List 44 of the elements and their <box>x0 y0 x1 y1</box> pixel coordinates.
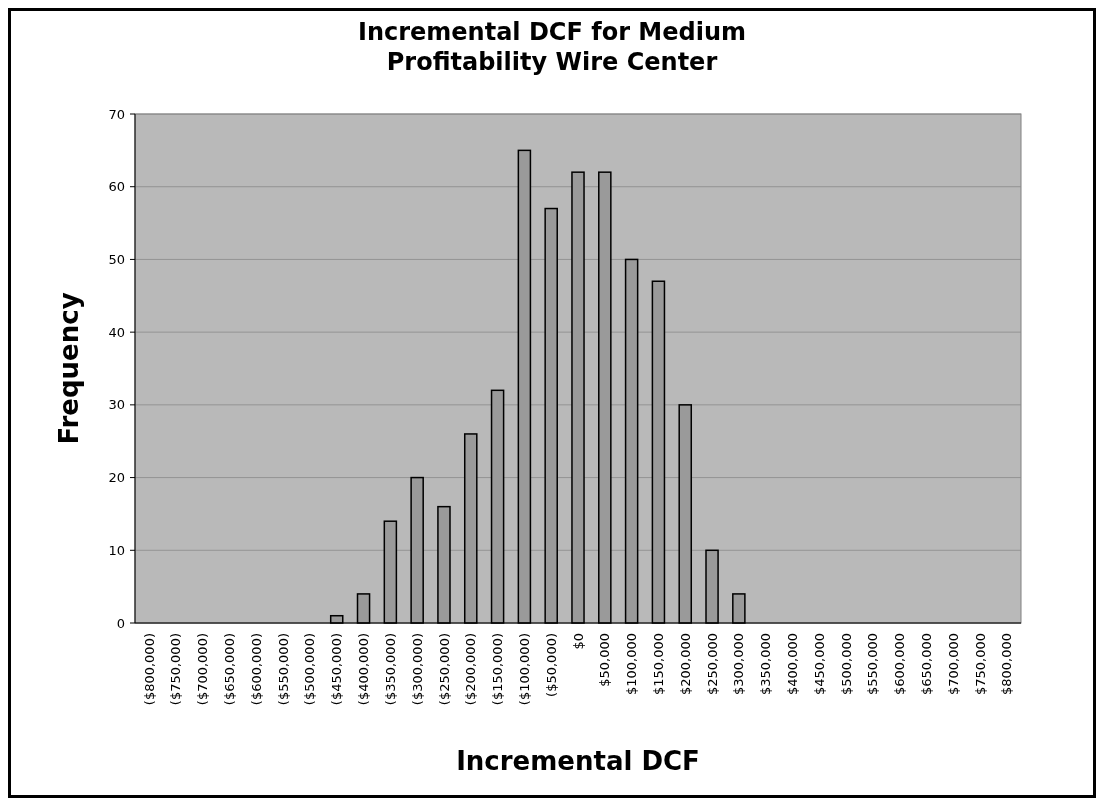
y-tick-label: 40 <box>108 324 125 340</box>
x-tick-label: ($700,000) <box>195 633 211 706</box>
y-tick-label: 30 <box>108 397 125 413</box>
x-axis-title: Incremental DCF <box>456 746 700 776</box>
x-tick-label: $500,000 <box>838 633 854 696</box>
x-tick-label: ($400,000) <box>356 633 372 706</box>
y-tick-label: 50 <box>108 251 125 267</box>
x-tick-label: $700,000 <box>945 633 961 696</box>
chart-title: Incremental DCF for Medium Profitability Wire Center <box>357 18 747 76</box>
x-tick-label: $300,000 <box>731 633 747 696</box>
x-tick-label: $650,000 <box>919 633 935 696</box>
x-tick-label: $450,000 <box>811 633 827 696</box>
y-tick-label: 10 <box>108 542 125 558</box>
x-tick-label: ($50,000) <box>543 633 559 697</box>
y-axis-title: Frequency <box>54 292 84 445</box>
y-tick-label: 0 <box>116 615 125 631</box>
x-tick-label: ($100,000) <box>516 633 532 706</box>
x-tick-label: ($250,000) <box>436 633 452 706</box>
y-tick-label: 20 <box>108 470 125 486</box>
x-tick-label: ($550,000) <box>275 633 291 706</box>
x-tick-label: ($650,000) <box>222 633 238 706</box>
y-tick-label: 70 <box>108 106 125 122</box>
x-tick-label: $200,000 <box>677 633 693 696</box>
x-tick-label: ($600,000) <box>248 633 264 706</box>
y-tick-label: 60 <box>108 179 125 195</box>
x-tick-label: ($200,000) <box>463 633 479 706</box>
x-tick-label: ($350,000) <box>382 633 398 706</box>
x-tick-label: ($450,000) <box>329 633 345 706</box>
x-tick-label: ($500,000) <box>302 633 318 706</box>
x-tick-label: ($750,000) <box>168 633 184 706</box>
x-tick-label: $150,000 <box>650 633 666 696</box>
x-tick-label: $400,000 <box>785 633 801 696</box>
x-tick-label: $550,000 <box>865 633 881 696</box>
x-tick-label: $800,000 <box>999 633 1015 696</box>
x-tick-label: $50,000 <box>597 633 613 687</box>
x-tick-label: $100,000 <box>624 633 640 696</box>
x-tick-label: ($800,000) <box>141 633 157 706</box>
x-tick-label: ($150,000) <box>490 633 506 706</box>
x-tick-label: $750,000 <box>972 633 988 696</box>
x-tick-label: $0 <box>570 633 586 650</box>
x-tick-label: $350,000 <box>758 633 774 696</box>
x-tick-label: $250,000 <box>704 633 720 696</box>
x-tick-label: ($300,000) <box>409 633 425 706</box>
x-tick-label: $600,000 <box>892 633 908 696</box>
